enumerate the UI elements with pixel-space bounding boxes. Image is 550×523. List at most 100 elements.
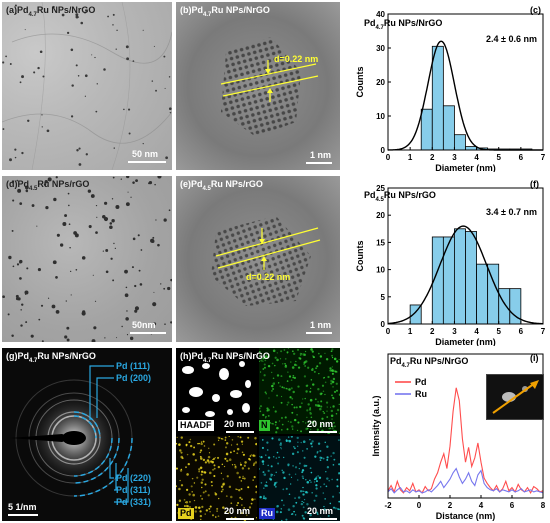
map-pd-scale: 20 nm [224, 506, 251, 516]
hist-c-xtick-label-0: 0 [386, 153, 391, 162]
hist-f-ytick-label-15: 15 [376, 238, 385, 247]
panel-d-tem-image: (d)Pd4.5Ru NPs/rGO 50nm [2, 176, 172, 342]
hist-c-bar-1 [431, 45, 444, 151]
hist-f-ytick-label-25: 25 [376, 184, 385, 193]
panel-a-tem-image: (a)Pd4.7Ru NPs/NrGO 50 nm [2, 2, 172, 170]
panel-e-scale-label: 1 nm [310, 320, 332, 330]
lattice-line-1 [220, 63, 317, 85]
map-n-scale-bar [309, 431, 337, 433]
n-dots [259, 348, 340, 434]
hist-f-xtick-label-3: 3 [452, 327, 457, 336]
map-pd: Pd 20 nm [176, 436, 257, 521]
hist-c-bar-4 [465, 146, 477, 151]
legend-label-ru: Ru [415, 389, 427, 399]
panel-d-scale-bar [130, 332, 166, 334]
panel-d-scale-label: 50nm [132, 320, 156, 330]
panel-c-title: Pd4.7Ru NPs/NrGO [364, 18, 443, 31]
map-haadf-scale-bar [226, 431, 254, 433]
line-xlabel: Distance (nm) [436, 511, 496, 521]
panel-c-stat: 2.4 ± 0.6 nm [486, 34, 537, 44]
line-xtick-label-2: 2 [448, 501, 453, 510]
map-n: N 20 nm [259, 348, 340, 434]
panel-b-lattice [220, 37, 319, 137]
map-haadf-scale: 20 nm [224, 419, 251, 429]
panel-h-title: (h)Pd4.7Ru NPs/NrGO [180, 351, 270, 364]
panel-g-scale-bar [8, 514, 38, 516]
line-xtick-label-6: 6 [510, 501, 515, 510]
line-series-ru [387, 467, 544, 494]
legend-label-pd: Pd [415, 377, 427, 387]
panel-g-scale-label: 5 1/nm [8, 502, 37, 512]
panel-e-hrtem-image: (e)Pd4.5Ru NPs/rGO d=0.22 nm 1 nm [176, 176, 340, 342]
line-ylabel: Intensity (a.u.) [371, 395, 381, 456]
panel-i-line-profile: -2 0 2 4 6 8 Distance (nm) Intensity (a.u.) Pd Ru [371, 353, 546, 521]
map-pd-scale-bar [226, 518, 254, 520]
ring-label-111: Pd (111) [116, 361, 151, 371]
line-xtick-label--2: -2 [384, 501, 392, 510]
panel-e-lattice [211, 216, 321, 306]
panel-c-histogram: 0 1 2 3 4 5 6 7 0 10 20 30 40 Diameter (nm) Counts [355, 10, 546, 172]
ring-label-220: Pd (220) [116, 473, 152, 483]
panel-a-title: (a)Pd4.7Ru NPs/NrGO [6, 5, 96, 18]
panel-e-scale-bar [306, 332, 332, 334]
hist-f-ytick-label-20: 20 [376, 211, 385, 220]
hist-f-xtick-label-4: 4 [474, 327, 479, 336]
ring-label-331: Pd (331) [116, 497, 152, 507]
panel-b-scale-label: 1 nm [310, 150, 332, 160]
hist-c-xtick-label-2: 2 [430, 153, 435, 162]
ring-label-311: Pd (311) [116, 485, 151, 495]
map-ru-scale: 20 nm [307, 506, 334, 516]
hist-c-xlabel: Diameter (nm) [435, 163, 496, 172]
panel-e-title: (e)Pd4.5Ru NPs/rGO [180, 179, 263, 192]
hist-f-xtick-label-6: 6 [519, 327, 524, 336]
hist-c-ytick-label-40: 40 [376, 10, 385, 19]
panel-i-inset [486, 374, 544, 420]
panel-g-title: (g)Pd4.7Ru NPs/NrGO [6, 351, 96, 364]
hist-f-ytick-label-0: 0 [381, 320, 386, 329]
hist-c-bar-2 [442, 105, 455, 151]
panel-a-scale-label: 50 nm [132, 149, 159, 159]
map-ru-scale-bar [309, 518, 337, 520]
panel-g-saed-pattern: (g)Pd4.7Ru NPs/NrGO Pd (111) Pd (200) Pd… [2, 348, 172, 521]
hist-c-xtick-label-1: 1 [408, 153, 413, 162]
hist-c-bar-3 [454, 134, 466, 151]
hist-f-xtick-label-0: 0 [386, 327, 391, 336]
panel-i-title: Pd4.7Ru NPs/NrGO [390, 356, 469, 369]
panel-a-dots [2, 4, 172, 166]
hist-f-xtick-label-1: 1 [408, 327, 413, 336]
panel-e-d-spacing: d=0.22 nm [246, 272, 291, 282]
panel-a-particles [2, 2, 172, 170]
hist-f-xtick-label-7: 7 [541, 327, 546, 336]
panel-d-dots [2, 176, 172, 342]
haadf-blobs [182, 361, 251, 417]
line-frame [387, 353, 544, 499]
panel-h-eds-maps: HAADF 20 nm N 20 nm Pd 20 nm Ru 20 nm (h… [176, 348, 340, 521]
panel-f-title: Pd4.5Ru NPs/rGO [364, 190, 436, 203]
panel-b-d-spacing: d=0.22 nm [274, 54, 319, 64]
hist-f-xtick-label-2: 2 [430, 327, 435, 336]
hist-f-fit-curve [387, 225, 543, 325]
hist-f-ytick-label-10: 10 [376, 266, 385, 275]
hist-f-bar-3 [454, 228, 466, 325]
hist-f-ylabel: Counts [355, 241, 365, 272]
hist-c-xtick-label-5: 5 [496, 153, 501, 162]
panel-d-particles [2, 176, 172, 342]
panel-i-label: (i) [530, 353, 539, 363]
line-series-pd [387, 387, 544, 495]
hist-c-bar-0 [420, 108, 433, 151]
hist-c-fit-curve [387, 40, 543, 151]
hist-f-xlabel: Diameter (nm) [435, 337, 496, 346]
hist-f-bar-7 [498, 288, 511, 325]
panel-f-label: (f) [530, 179, 539, 189]
hist-c-ytick-label-10: 10 [376, 112, 385, 121]
lattice-line-2 [222, 75, 319, 97]
hist-c-ytick-label-30: 30 [376, 44, 385, 53]
panel-f-histogram: 0 1 2 3 4 5 6 7 0 5 10 15 20 25 Diameter (nm) Counts [355, 184, 546, 346]
hist-f-bar-4 [465, 231, 477, 325]
hist-c-ytick-label-20: 20 [376, 78, 385, 87]
hist-c-xtick-label-6: 6 [519, 153, 524, 162]
panel-d-title: (d)Pd4.5Ru NPs/rGO [6, 179, 90, 192]
hist-f-bar-2 [442, 236, 455, 325]
map-haadf: HAADF 20 nm [176, 348, 257, 434]
map-ru-label: Ru [259, 508, 275, 519]
